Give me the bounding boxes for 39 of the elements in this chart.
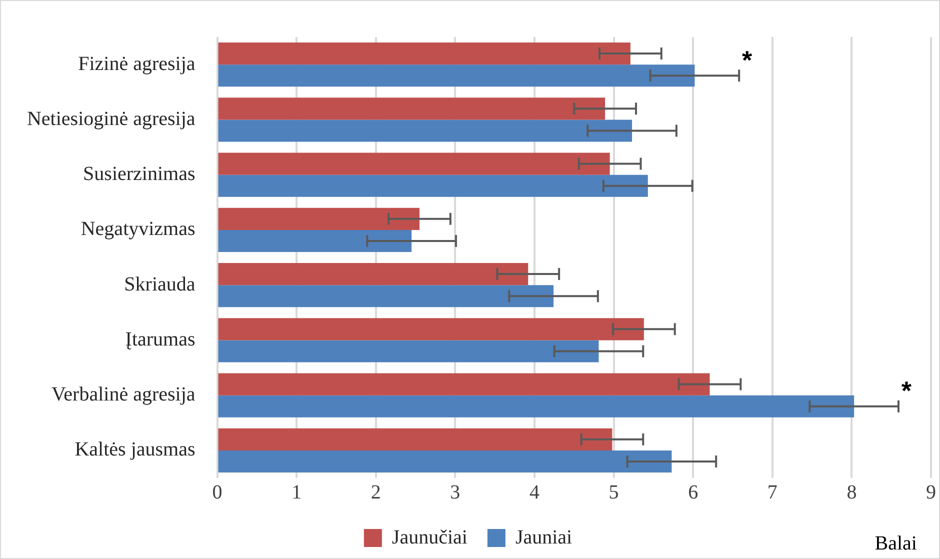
bar — [218, 318, 644, 340]
bar — [218, 263, 528, 286]
bar — [218, 98, 606, 120]
x-tick-label: 2 — [370, 481, 381, 504]
bar — [218, 152, 610, 175]
bar — [218, 174, 648, 197]
x-tick-label: 3 — [450, 481, 460, 504]
bar — [218, 428, 612, 450]
x-tick-label: 1 — [292, 481, 302, 504]
x-tick-label: 9 — [926, 481, 936, 504]
y-tick-label: Negatyvizmas — [80, 218, 196, 240]
bar — [218, 285, 554, 308]
x-tick-label: 7 — [767, 481, 778, 504]
x-tick-label: 8 — [846, 481, 857, 504]
bar — [218, 64, 695, 87]
bar — [218, 340, 599, 362]
y-tick-label: Skriauda — [124, 273, 196, 296]
x-tick-label: 6 — [688, 481, 698, 504]
data-label: * — [901, 376, 912, 406]
data-label: * — [742, 44, 754, 75]
bar — [218, 208, 420, 230]
x-tick-label: 4 — [529, 481, 540, 504]
x-tick-label: 0 — [212, 481, 222, 504]
bar — [218, 373, 710, 396]
y-tick-label: Įtarumas — [125, 328, 196, 350]
legend-label: Jaunučiai — [392, 526, 468, 548]
x-axis-title: Balai — [874, 532, 918, 554]
y-tick-label: Netiesioginė agresija — [26, 108, 196, 130]
bar — [218, 230, 412, 252]
bar — [218, 450, 672, 472]
bar — [218, 120, 632, 142]
y-tick-label: Verbalinė agresija — [51, 384, 196, 406]
bar — [218, 42, 630, 65]
legend-label: Jauniai — [515, 526, 573, 548]
y-tick-label: Fizinė agresija — [78, 52, 196, 75]
bar — [218, 395, 854, 418]
y-tick-label: Susierzinimas — [83, 163, 196, 186]
y-tick-label: Kaltės jausmas — [74, 438, 196, 461]
x-tick-label: 5 — [608, 481, 619, 504]
